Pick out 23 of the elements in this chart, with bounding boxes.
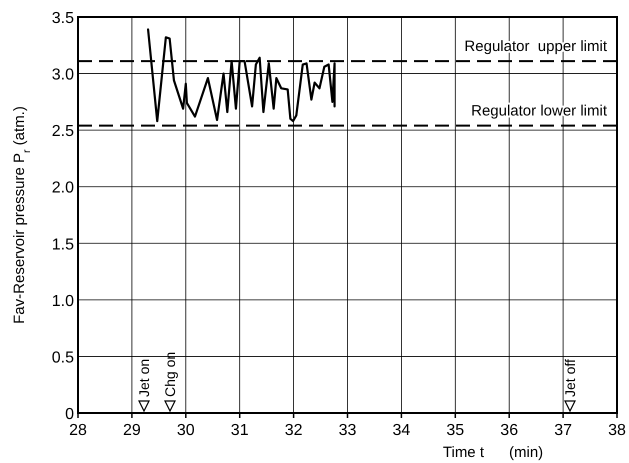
x-tick-label: 36: [500, 422, 518, 439]
x-tick-label: 29: [123, 422, 141, 439]
y-tick-label: 3.5: [52, 10, 74, 27]
y-tick-label: 3.0: [52, 66, 74, 84]
x-tick-label: 30: [176, 422, 195, 439]
y-tick-label: 0.5: [52, 349, 74, 366]
y-tick-label: 2.0: [52, 180, 74, 197]
x-tick-label: 35: [446, 422, 464, 439]
x-tick-label: 33: [338, 422, 356, 439]
y-tick-label: 1.5: [52, 236, 74, 254]
annotation: Chg on: [162, 352, 178, 397]
y-tick-label: 1.0: [52, 292, 74, 310]
x-axis-title: Time t (min): [442, 444, 544, 461]
x-tick-label: 38: [608, 422, 626, 439]
y-tick-label: 2.5: [52, 123, 74, 140]
x-tick-label: 31: [230, 422, 249, 439]
annotation: Jet on: [136, 358, 152, 397]
x-tick-label: 32: [284, 422, 303, 439]
annotation: Jet off: [562, 359, 578, 397]
x-tick-label: 34: [392, 422, 410, 439]
x-tick-label: 28: [69, 422, 87, 439]
y-tick-label: 0: [65, 406, 74, 423]
x-tick-label: 37: [554, 422, 572, 439]
